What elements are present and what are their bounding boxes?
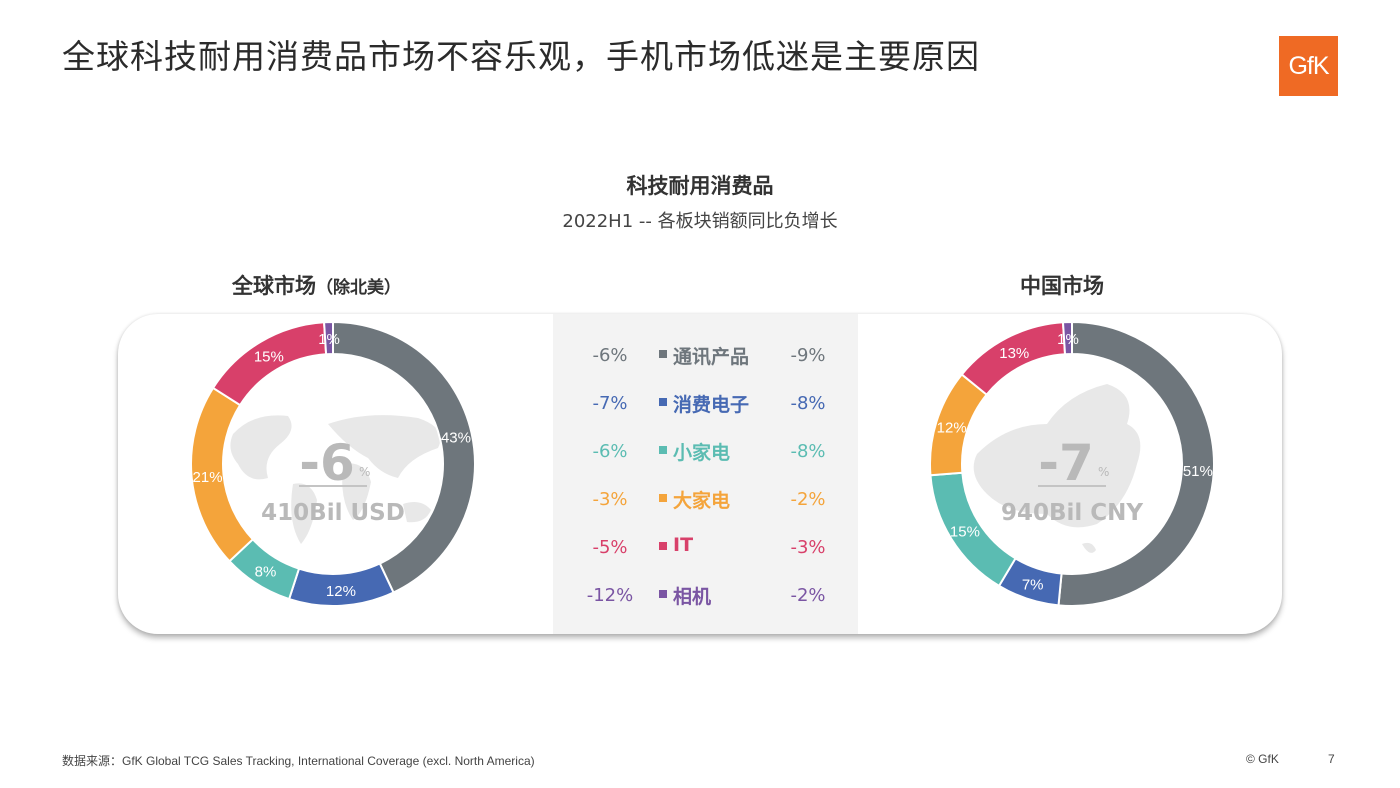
legend-panel: [553, 314, 858, 634]
global-slice-label-0: 43%: [441, 430, 471, 447]
page-number: 7: [1328, 752, 1335, 766]
china-slice-label-3: 12%: [937, 420, 967, 437]
global-market-title-paren: （除北美）: [316, 278, 401, 298]
china-map-silhouette: [973, 384, 1141, 553]
legend-swatch: [659, 446, 667, 454]
china-slice-label-5: 1%: [1057, 331, 1079, 348]
china-slice-label-0: 51%: [1183, 463, 1213, 480]
legend-label: IT: [673, 534, 694, 556]
global-growth-value: -6%: [592, 345, 628, 366]
global-growth-value: -5%: [592, 537, 628, 558]
legend-label: 小家电: [673, 442, 731, 464]
global-slice-label-4: 15%: [254, 349, 284, 366]
china-slice-label-4: 13%: [999, 345, 1029, 362]
china-growth-value: -9%: [790, 345, 826, 366]
global-slice-label-5: 1%: [318, 331, 340, 348]
china-growth-value: -3%: [790, 537, 826, 558]
global-center-total: 410Bil USD: [261, 500, 405, 526]
legend-label: 大家电: [673, 490, 731, 512]
legend-swatch: [659, 398, 667, 406]
global-growth-value: -6%: [592, 441, 628, 462]
global-market-title: 全球市场（除北美）: [232, 270, 401, 300]
legend-label: 通讯产品: [673, 346, 750, 368]
center-title: 科技耐用消费品: [626, 174, 774, 198]
gfk-logo: GfK: [1279, 36, 1338, 96]
china-slice-label-2: 15%: [950, 523, 980, 540]
global-growth-value: -12%: [586, 585, 634, 606]
legend-label: 消费电子: [673, 394, 750, 416]
global-market-title-main: 全球市场: [232, 274, 316, 298]
footer-source: 数据来源：GfK Global TCG Sales Tracking, Inte…: [62, 754, 535, 768]
center-subtitle: 2022H1 -- 各板块销额同比负增长: [562, 211, 838, 232]
china-center-value: -7: [1038, 434, 1094, 492]
global-center-unit: %: [359, 465, 370, 479]
legend-swatch: [659, 494, 667, 502]
global-growth-value: -3%: [592, 489, 628, 510]
world-map-silhouette: [230, 415, 441, 544]
china-slice-5: [1061, 320, 1073, 356]
legend-swatch: [659, 590, 667, 598]
china-growth-value: -8%: [790, 441, 826, 462]
china-growth-value: -2%: [790, 585, 826, 606]
china-slice-0: [1057, 320, 1215, 607]
china-market-title: 中国市场: [1020, 274, 1104, 298]
china-slice-label-1: 7%: [1022, 577, 1044, 594]
global-slice-label-3: 21%: [193, 469, 223, 486]
legend-label: 相机: [673, 586, 712, 608]
china-growth-value: -2%: [790, 489, 826, 510]
china-center-unit: %: [1098, 465, 1109, 479]
china-growth-value: -8%: [790, 393, 826, 414]
global-slice-label-2: 8%: [255, 563, 277, 580]
global-slice-5: [323, 320, 334, 356]
page-title: 全球科技耐用消费品市场不容乐观，手机市场低迷是主要原因: [62, 37, 980, 76]
global-growth-value: -7%: [592, 393, 628, 414]
legend-swatch: [659, 350, 667, 358]
legend-swatch: [659, 542, 667, 550]
china-center-total: 940Bil CNY: [1001, 500, 1143, 526]
global-slice-label-1: 12%: [326, 583, 356, 600]
footer-copyright: © GfK: [1246, 752, 1279, 766]
global-center-value: -6: [299, 434, 355, 492]
